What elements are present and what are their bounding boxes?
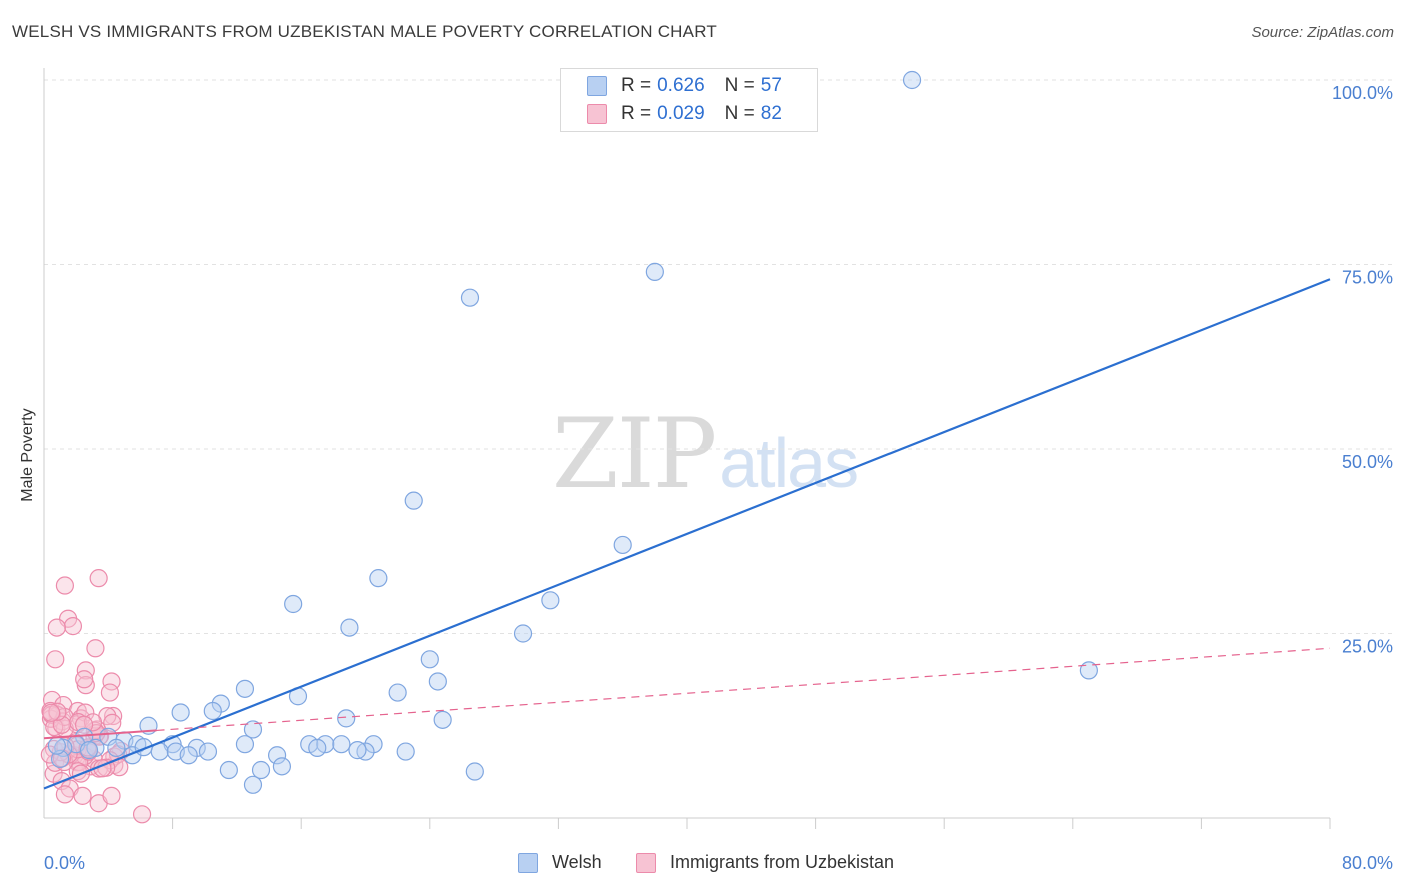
bottom-legend-welsh: Welsh [518,852,602,873]
watermark-zip: ZIP [552,398,717,510]
uzbek-point [102,786,121,805]
welsh-point [198,742,218,761]
uzbek-point [63,617,83,636]
welsh-point [308,738,327,757]
welsh-point [272,757,292,776]
bottom-legend-swatch-uzbek [636,852,656,873]
legend-row-uzbek: R = 0.029 N = 82 [587,101,782,127]
trend-layer [43,278,1331,790]
watermark-atlas: atlas [719,424,859,502]
welsh-point [541,591,560,610]
y-tick-label: 100.0% [1332,83,1393,103]
legend-r-value-uzbek: 0.029 [657,103,705,124]
welsh-point [404,491,423,510]
axis-layer [43,68,1331,829]
welsh-point [902,70,922,90]
uzbek-point [104,706,123,726]
tick-label-layer: 25.0% 50.0% 75.0% 100.0% 0.0% 80.0% [44,83,1393,873]
bottom-legend-label-uzbek: Immigrants from Uzbekistan [670,852,895,872]
welsh-point [465,762,484,781]
y-tick-label: 25.0% [1342,637,1393,657]
welsh-point [332,735,351,754]
x-tick-label: 0.0% [44,853,85,873]
welsh-points-layer [47,70,1098,794]
grid-layer [44,79,1392,634]
uzbek-point [100,683,120,702]
welsh-point [47,736,66,755]
legend-swatch-welsh [587,76,607,96]
welsh-point [243,775,263,794]
uzbek-point [55,576,74,595]
y-tick-label: 50.0% [1342,452,1393,472]
legend-row-welsh: R = 0.626 N = 57 [587,73,782,99]
legend-r-value-welsh: 0.626 [657,75,705,96]
chart-title: WELSH VS IMMIGRANTS FROM UZBEKISTAN MALE… [12,22,717,41]
welsh-point [513,624,533,643]
legend-r-label: R = [621,103,652,124]
uzbek-trend-line-dashed [156,647,1331,732]
welsh-point [171,703,190,722]
welsh-point [369,569,388,588]
welsh-point [79,741,99,760]
welsh-point [1079,661,1098,680]
uzbek-point [89,569,108,588]
legend-n-value-uzbek: 82 [760,103,782,124]
uzbek-point [103,713,122,732]
welsh-point [235,679,255,698]
welsh-point [284,594,303,614]
legend-n-value-welsh: 57 [760,75,782,96]
uzbek-point [73,786,92,805]
watermark: ZIPatlas [552,398,859,510]
welsh-point [433,710,452,729]
correlation-legend: R = 0.626 N = 57 R = 0.029 N = 82 [560,68,818,132]
bottom-legend-swatch-welsh [518,852,538,873]
welsh-point [460,288,480,307]
welsh-point [420,650,439,669]
welsh-point [107,738,126,757]
uzbek-point [75,670,94,689]
welsh-point [348,741,367,760]
welsh-point [645,262,664,281]
welsh-point [203,701,222,721]
welsh-point [267,746,287,765]
bottom-legend-uzbek: Immigrants from Uzbekistan [636,852,894,873]
uzbek-point [46,650,65,669]
uzbek-point [48,702,67,721]
welsh-trend-line [43,278,1331,790]
welsh-point [179,746,198,765]
legend-r-label: R = [621,75,652,96]
welsh-point [396,742,415,761]
uzbek-point [47,618,66,637]
welsh-point [340,618,359,637]
bottom-legend-label-welsh: Welsh [552,852,602,872]
uzbek-trend-line-solid [43,729,157,740]
welsh-point [428,672,447,691]
source-label: Source: ZipAtlas.com [1251,24,1394,41]
y-tick-label: 75.0% [1342,268,1393,288]
uzbek-point [42,703,61,722]
welsh-point [337,709,356,728]
uzbek-point [55,785,74,804]
welsh-point [251,760,271,780]
welsh-point [613,535,632,555]
welsh-point [219,760,238,780]
legend-n-label: N = [724,103,755,124]
x-tick-label: 80.0% [1342,853,1393,873]
welsh-point [243,720,263,739]
welsh-point [235,735,255,754]
legend-n-label: N = [724,75,755,96]
uzbek-points-layer [40,569,152,824]
uzbek-point [86,639,105,658]
welsh-point [388,683,407,702]
legend-swatch-uzbek [587,104,607,124]
uzbek-point [132,805,152,824]
